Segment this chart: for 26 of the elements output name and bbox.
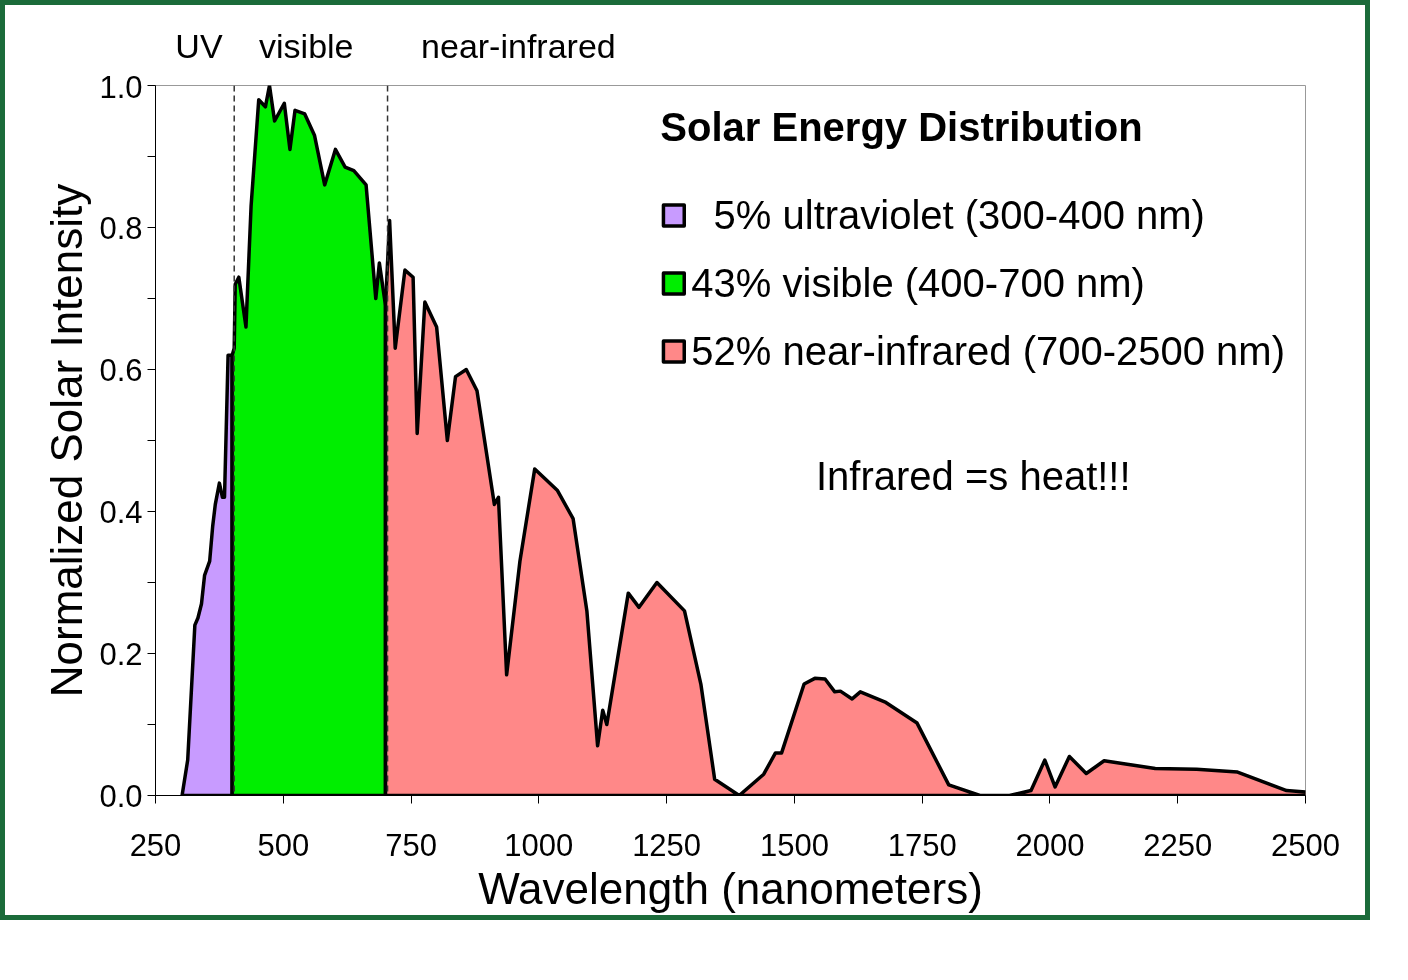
legend-label: 5% ultraviolet (300-400 nm) xyxy=(712,191,1205,239)
legend-label: 43% visible (400-700 nm) xyxy=(691,259,1145,307)
x-tick-label: 1750 xyxy=(887,827,957,863)
x-tick-label: 1250 xyxy=(632,827,702,863)
text: visible xyxy=(259,27,354,65)
x-tick-label: 1000 xyxy=(504,827,574,863)
annotation: Infrared =s heat!!! xyxy=(815,454,1131,498)
y-tick-label: 0.2 xyxy=(99,636,143,672)
x-tick-label: 500 xyxy=(257,827,310,863)
y-tick-label: 0.6 xyxy=(99,352,143,388)
y-tick-label: 0.4 xyxy=(99,494,143,530)
x-tick-label: 2000 xyxy=(1015,827,1085,863)
text: near-infrared xyxy=(421,27,616,65)
x-tick-label: 750 xyxy=(385,827,437,863)
x-tick-label: 1500 xyxy=(759,827,829,863)
x-tick-label: 250 xyxy=(129,827,182,863)
y-tick-label: 1.0 xyxy=(99,69,143,105)
legend-title: Solar Energy Distribution xyxy=(660,105,1144,150)
x-tick-label: 2500 xyxy=(1271,827,1340,863)
x-tick-label: 2250 xyxy=(1143,827,1213,863)
y-tick-label: 0.0 xyxy=(99,778,143,814)
legend-label: 52% near-infrared (700-2500 nm) xyxy=(691,327,1285,375)
x-axis-title: Wavelength (nanometers) xyxy=(478,863,983,913)
y-tick-label: 0.8 xyxy=(99,210,143,246)
y-axis-title: Normalized Solar Intensity xyxy=(42,183,92,698)
text: UV xyxy=(175,27,223,65)
